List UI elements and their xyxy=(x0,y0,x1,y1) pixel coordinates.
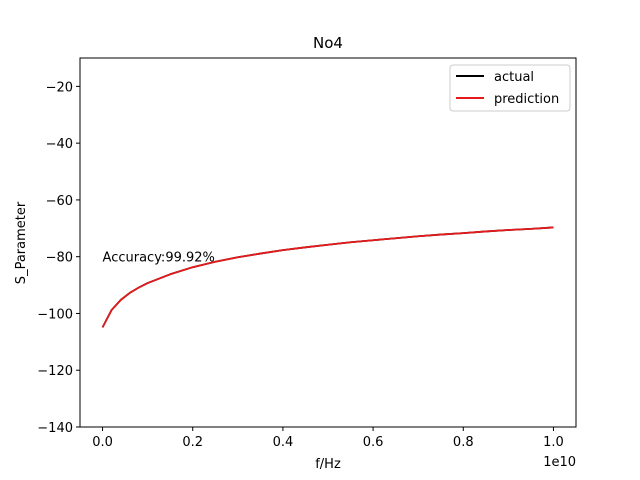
y-tick-label: −120 xyxy=(37,364,73,379)
y-tick-label: −60 xyxy=(46,194,73,209)
x-tick-label: 0.2 xyxy=(182,435,203,450)
accuracy-annotation: Accuracy:99.92% xyxy=(103,251,215,266)
chart-title: No4 xyxy=(313,34,343,52)
x-tick-label: 0.4 xyxy=(273,435,294,450)
x-tick-label: 0.0 xyxy=(92,435,113,450)
series-lines xyxy=(101,226,554,328)
series-line-prediction xyxy=(101,226,554,328)
y-axis: −140 −120 −100 −80 −60 −40 −20 xyxy=(37,80,80,436)
x-axis-offset-label: 1e10 xyxy=(543,455,576,470)
legend-label-actual: actual xyxy=(494,70,534,85)
x-tick-label: 0.6 xyxy=(363,435,384,450)
y-tick-label: −40 xyxy=(46,137,73,152)
y-tick-label: −140 xyxy=(37,421,73,436)
x-tick-label: 1.0 xyxy=(543,435,564,450)
y-tick-label: −20 xyxy=(46,80,73,95)
legend-label-prediction: prediction xyxy=(494,92,559,107)
x-tick-label: 0.8 xyxy=(453,435,474,450)
x-axis: 0.0 0.2 0.4 0.6 0.8 1.0 xyxy=(92,427,564,450)
x-axis-label: f/Hz xyxy=(315,457,341,472)
legend: actual prediction xyxy=(449,64,571,112)
y-axis-label: S_Parameter xyxy=(14,201,29,284)
y-tick-label: −100 xyxy=(37,307,73,322)
plot-area-frame xyxy=(79,57,577,428)
y-tick-label: −80 xyxy=(46,251,73,266)
